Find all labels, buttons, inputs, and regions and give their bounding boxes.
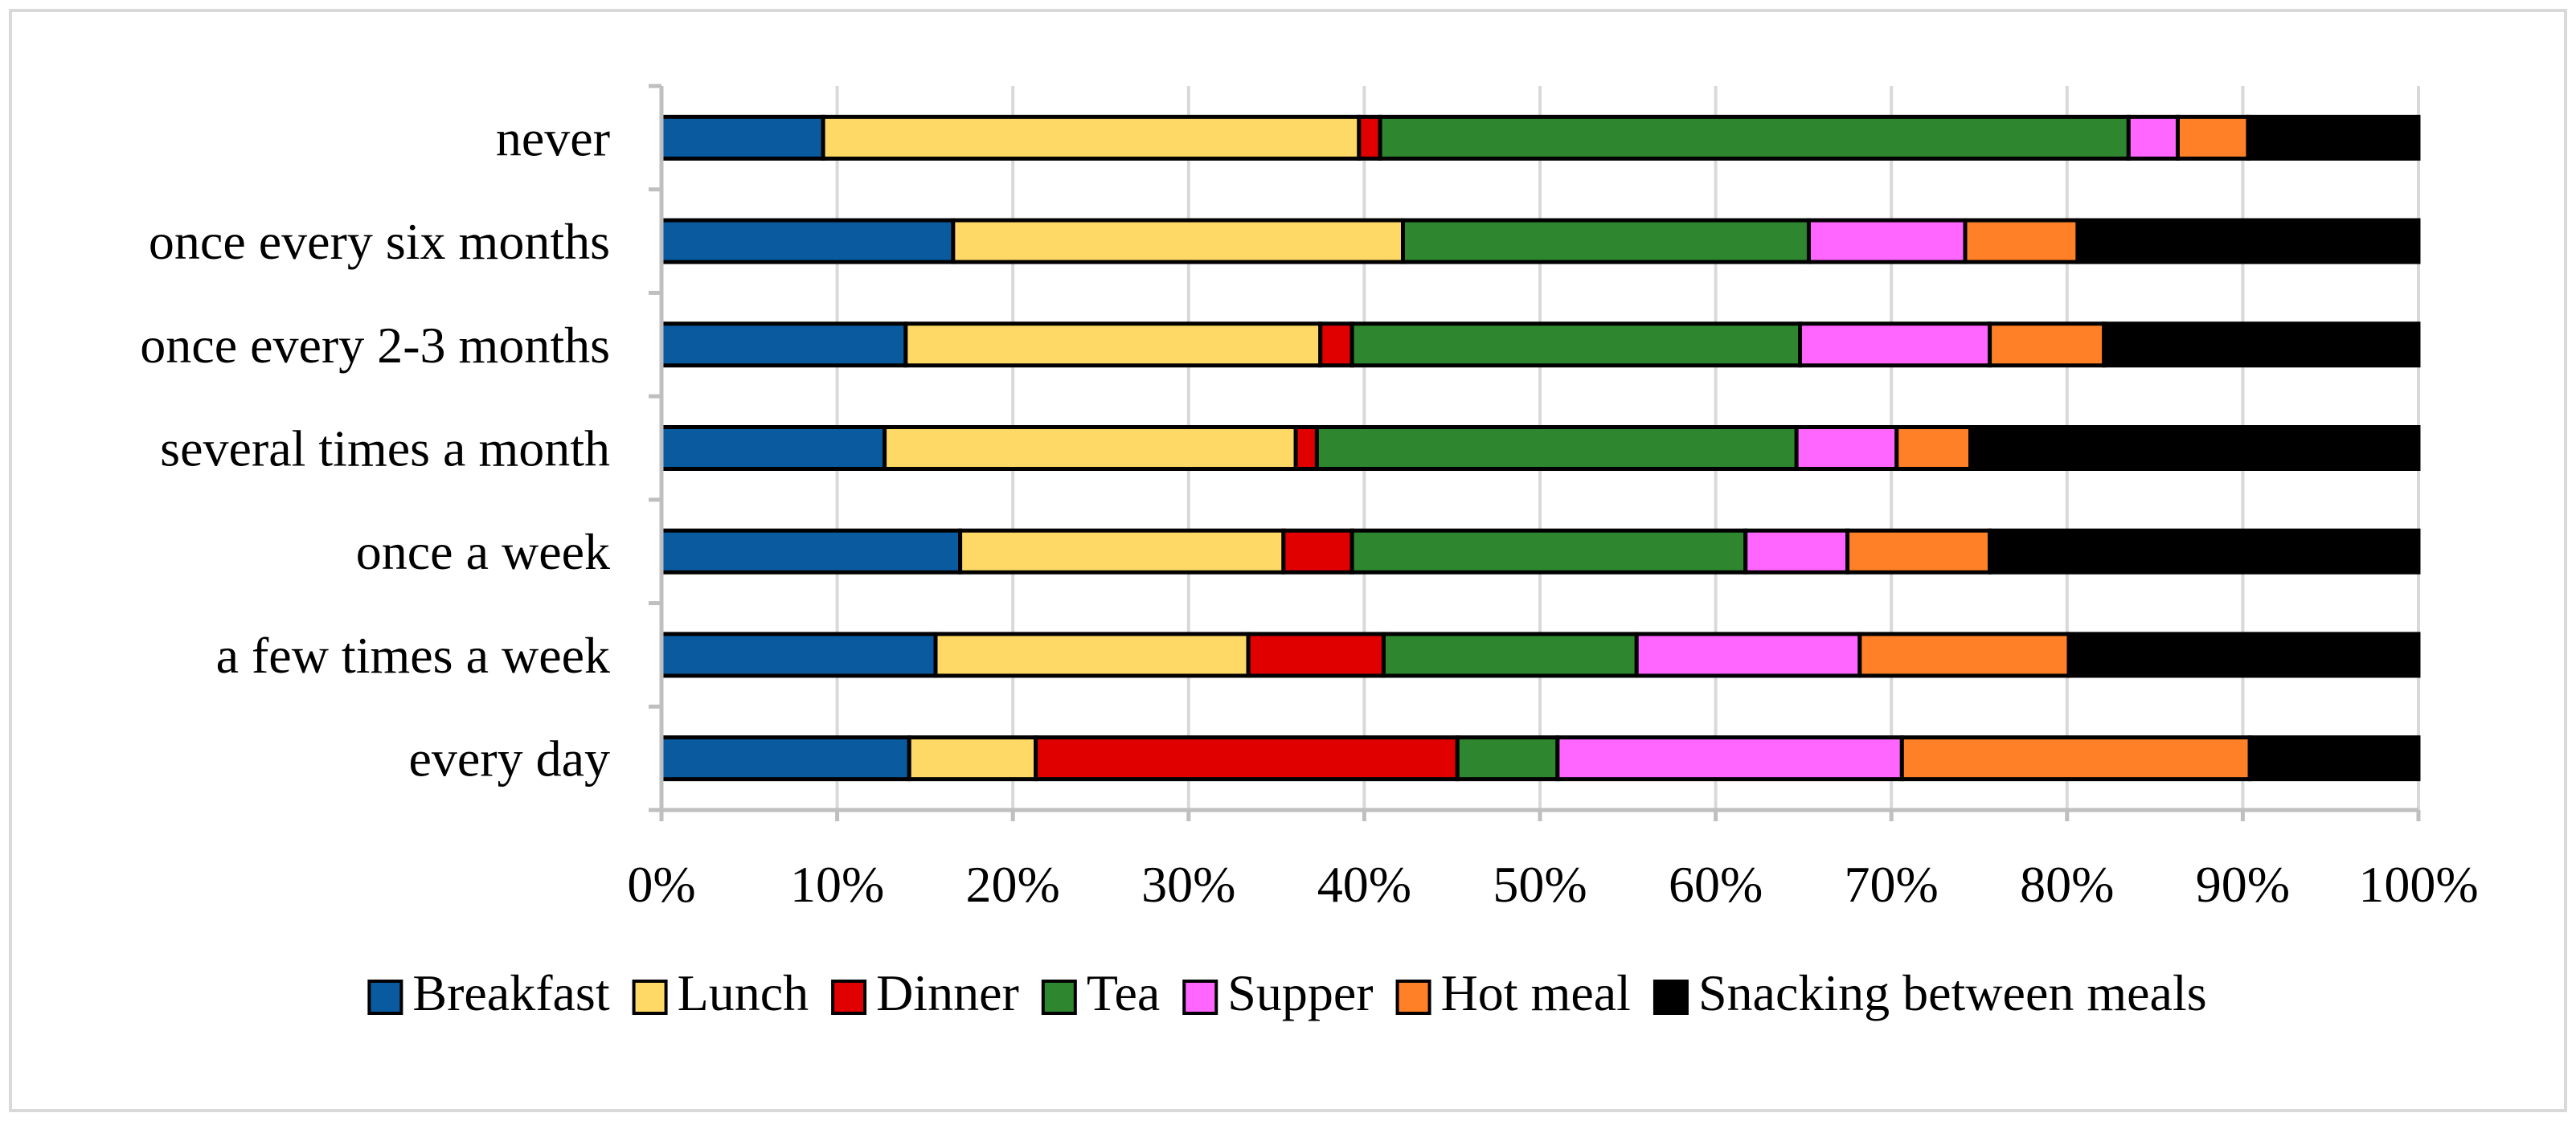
- legend-label-dinner: Dinner: [876, 964, 1019, 1021]
- bar-supper-never: [2126, 114, 2181, 161]
- bar-dinner-once-every-2-3-months: [1318, 321, 1354, 368]
- category-label-a-few-times-a-week: a few times a week: [216, 627, 610, 684]
- bar-lunch-once-every-six-months: [951, 218, 1405, 264]
- legend-item-snacking-between-meals: Snacking between meals: [1652, 964, 2207, 1021]
- x-tick-label: 20%: [966, 856, 1060, 913]
- bar-supper-several-times-a-month: [1794, 425, 1899, 471]
- bar-snacking-between-meals-once-every-six-months: [2075, 218, 2421, 264]
- bar-lunch-once-a-week: [958, 528, 1286, 575]
- bar-snacking-between-meals-once-every-2-3-months: [2102, 321, 2421, 368]
- legend-item-dinner: Dinner: [831, 964, 1019, 1021]
- bar-hot-meal-once-a-week: [1845, 528, 1992, 575]
- category-label-every-day: every day: [408, 730, 610, 788]
- axes: [649, 84, 2421, 821]
- x-tick-label: 10%: [790, 856, 884, 913]
- legend-label-lunch: Lunch: [678, 964, 809, 1021]
- x-tick-label: 50%: [1493, 856, 1587, 913]
- legend-swatch-tea: [1041, 980, 1077, 1015]
- bar-hot-meal-never: [2176, 114, 2250, 161]
- bar-hot-meal-once-every-2-3-months: [1988, 321, 2107, 368]
- bar-hot-meal-every-day: [1899, 735, 2252, 782]
- legend-label-snacking-between-meals: Snacking between meals: [1698, 964, 2207, 1021]
- bar-tea-never: [1378, 114, 2131, 161]
- bar-dinner-every-day: [1034, 735, 1460, 782]
- category-label-once-every-six-months: once every six months: [149, 213, 610, 270]
- bar-supper-once-every-six-months: [1806, 218, 1968, 264]
- bar-supper-once-every-2-3-months: [1798, 321, 1992, 368]
- category-label-once-every-2-3-months: once every 2-3 months: [140, 317, 610, 374]
- x-tick-label: 40%: [1317, 856, 1411, 913]
- x-tick-label: 80%: [2020, 856, 2114, 913]
- bar-breakfast-once-every-2-3-months: [659, 321, 908, 368]
- legend-label-breakfast: Breakfast: [412, 964, 609, 1021]
- legend-item-lunch: Lunch: [632, 964, 809, 1021]
- legend: Breakfast Lunch Dinner Tea Supper Hot meal Sna…: [367, 964, 2207, 1021]
- bar-tea-once-every-six-months: [1400, 218, 1811, 264]
- legend-swatch-hot-meal: [1395, 980, 1431, 1015]
- legend-item-breakfast: Breakfast: [367, 964, 610, 1021]
- legend-item-tea: Tea: [1041, 964, 1160, 1021]
- bar-hot-meal-once-every-six-months: [1963, 218, 2080, 264]
- bar-breakfast-once-every-six-months: [659, 218, 956, 264]
- bar-supper-a-few-times-a-week: [1634, 632, 1862, 678]
- legend-item-supper: Supper: [1182, 964, 1374, 1021]
- bar-lunch-a-few-times-a-week: [933, 632, 1251, 678]
- bar-breakfast-once-a-week: [659, 528, 963, 575]
- legend-swatch-supper: [1182, 980, 1218, 1015]
- category-label-once-a-week: once a week: [356, 523, 610, 580]
- x-tick-label: 90%: [2196, 856, 2290, 913]
- bar-lunch-several-times-a-month: [883, 425, 1298, 471]
- bar-dinner-several-times-a-month: [1293, 425, 1319, 471]
- x-tick-label: 70%: [1845, 856, 1939, 913]
- category-label-never: never: [496, 109, 610, 166]
- bars: [659, 114, 2421, 782]
- bar-snacking-between-meals-every-day: [2247, 735, 2421, 782]
- bar-breakfast-a-few-times-a-week: [659, 632, 938, 678]
- bar-dinner-a-few-times-a-week: [1246, 632, 1386, 678]
- bar-tea-once-a-week: [1349, 528, 1748, 575]
- bar-tea-a-few-times-a-week: [1381, 632, 1639, 678]
- bar-hot-meal-a-few-times-a-week: [1857, 632, 2071, 678]
- legend-label-hot-meal: Hot meal: [1441, 964, 1631, 1021]
- bar-supper-every-day: [1555, 735, 1904, 782]
- legend-swatch-breakfast: [367, 980, 403, 1015]
- bar-dinner-never: [1357, 114, 1382, 161]
- x-tick-label: 30%: [1141, 856, 1235, 913]
- bar-snacking-between-meals-a-few-times-a-week: [2066, 632, 2421, 678]
- legend-swatch-lunch: [632, 980, 668, 1015]
- bar-lunch-every-day: [907, 735, 1038, 782]
- bar-snacking-between-meals-several-times-a-month: [1968, 425, 2421, 471]
- bar-tea-several-times-a-month: [1314, 425, 1799, 471]
- legend-swatch-dinner: [831, 980, 867, 1015]
- bar-breakfast-never: [659, 114, 825, 161]
- bar-lunch-once-every-2-3-months: [903, 321, 1323, 368]
- legend-label-supper: Supper: [1227, 964, 1373, 1021]
- bar-supper-once-a-week: [1743, 528, 1850, 575]
- bar-dinner-once-a-week: [1281, 528, 1354, 575]
- legend-item-hot-meal: Hot meal: [1395, 964, 1631, 1021]
- bar-hot-meal-several-times-a-month: [1894, 425, 1973, 471]
- bar-tea-every-day: [1455, 735, 1560, 782]
- legend-swatch-snacking-between-meals: [1652, 980, 1689, 1015]
- x-tick-label: 100%: [2358, 856, 2478, 913]
- category-label-several-times-a-month: several times a month: [160, 420, 610, 477]
- category-labels: never once every six months once every 2-3…: [140, 109, 610, 787]
- bar-breakfast-several-times-a-month: [659, 425, 887, 471]
- bar-snacking-between-meals-never: [2246, 114, 2421, 161]
- bar-lunch-never: [821, 114, 1362, 161]
- x-tick-label: 60%: [1669, 856, 1763, 913]
- x-tick-label: 0%: [627, 856, 695, 913]
- x-tick-labels: 0% 10% 20% 30% 40% 50% 60% 70% 80% 90% 100%: [627, 856, 2478, 913]
- bar-snacking-between-meals-once-a-week: [1988, 528, 2421, 575]
- bar-tea-once-every-2-3-months: [1349, 321, 1803, 368]
- bar-breakfast-every-day: [659, 735, 911, 782]
- legend-label-tea: Tea: [1087, 964, 1160, 1021]
